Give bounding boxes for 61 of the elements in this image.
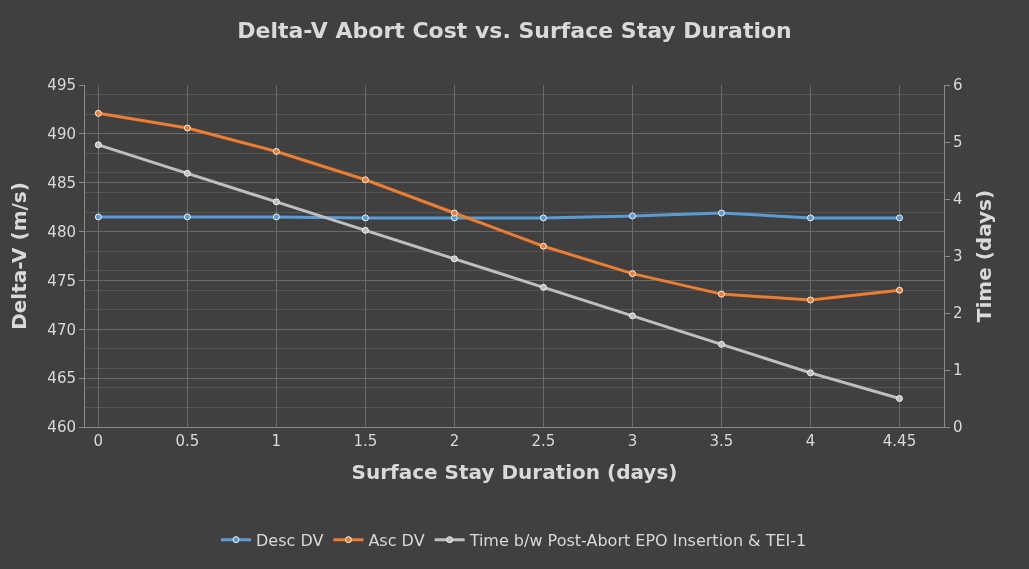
y-tick-label: 495	[47, 76, 76, 95]
point	[94, 109, 102, 117]
x-tick-label: 3.5	[709, 432, 734, 450]
point	[272, 198, 280, 206]
y2-tick-label: 3	[953, 247, 963, 266]
y-tick-label: 460	[47, 418, 76, 437]
point	[806, 296, 814, 304]
point	[272, 147, 280, 155]
y2-axis-title: Time (days)	[972, 189, 997, 323]
x-axis-title: Surface Stay Duration (days)	[351, 459, 678, 484]
point	[361, 214, 369, 222]
y2-tick-label: 5	[953, 133, 963, 152]
y2-tick-label: 1	[953, 361, 963, 380]
y2-tick-label: 2	[953, 304, 963, 323]
point	[94, 141, 102, 149]
point	[895, 214, 903, 222]
point	[183, 169, 191, 177]
point	[806, 214, 814, 222]
x-tick-label: 1.5	[353, 432, 378, 450]
x-tick-label: 1	[271, 432, 282, 450]
point	[539, 242, 547, 250]
legend-label: Asc DV	[368, 530, 425, 550]
y-tick-label: 490	[47, 125, 76, 144]
y-tick-label: 480	[47, 222, 76, 241]
y2-tick-label: 0	[953, 418, 963, 437]
y2-tick-label: 4	[953, 190, 963, 209]
x-tick-label: 2.5	[531, 432, 556, 450]
y2-tick-label: 6	[953, 76, 963, 95]
x-tick-label: 0.5	[175, 432, 200, 450]
point	[717, 290, 725, 298]
y-tick-label: 470	[47, 320, 76, 339]
point	[183, 124, 191, 132]
point	[628, 312, 636, 320]
point	[895, 286, 903, 294]
point	[183, 213, 191, 221]
legend-label: Desc DV	[256, 530, 324, 550]
y-axis-title: Delta-V (m/s)	[6, 182, 31, 330]
point	[806, 369, 814, 377]
point	[450, 255, 458, 263]
point	[361, 226, 369, 234]
x-tick-label: 4	[805, 432, 816, 450]
y-tick-label: 475	[47, 271, 76, 290]
point	[361, 176, 369, 184]
y-tick-label: 465	[47, 369, 76, 388]
x-tick-label: 0	[93, 432, 104, 450]
point	[717, 340, 725, 348]
x-tick-label: 2	[449, 432, 460, 450]
point	[717, 209, 725, 217]
legend-label: Time b/w Post-Abort EPO Insertion & TEI-1	[468, 530, 807, 550]
point	[539, 214, 547, 222]
x-tick-label: 3	[627, 432, 638, 450]
point	[895, 395, 903, 402]
chart-title: Delta-V Abort Cost vs. Surface Stay Duration	[237, 18, 792, 44]
point	[539, 283, 547, 291]
x-tick-label: 4.45	[882, 432, 917, 450]
point	[272, 213, 280, 221]
y-tick-label: 485	[47, 173, 76, 192]
point	[628, 212, 636, 220]
point	[94, 213, 102, 221]
point	[450, 209, 458, 217]
point	[628, 270, 636, 278]
